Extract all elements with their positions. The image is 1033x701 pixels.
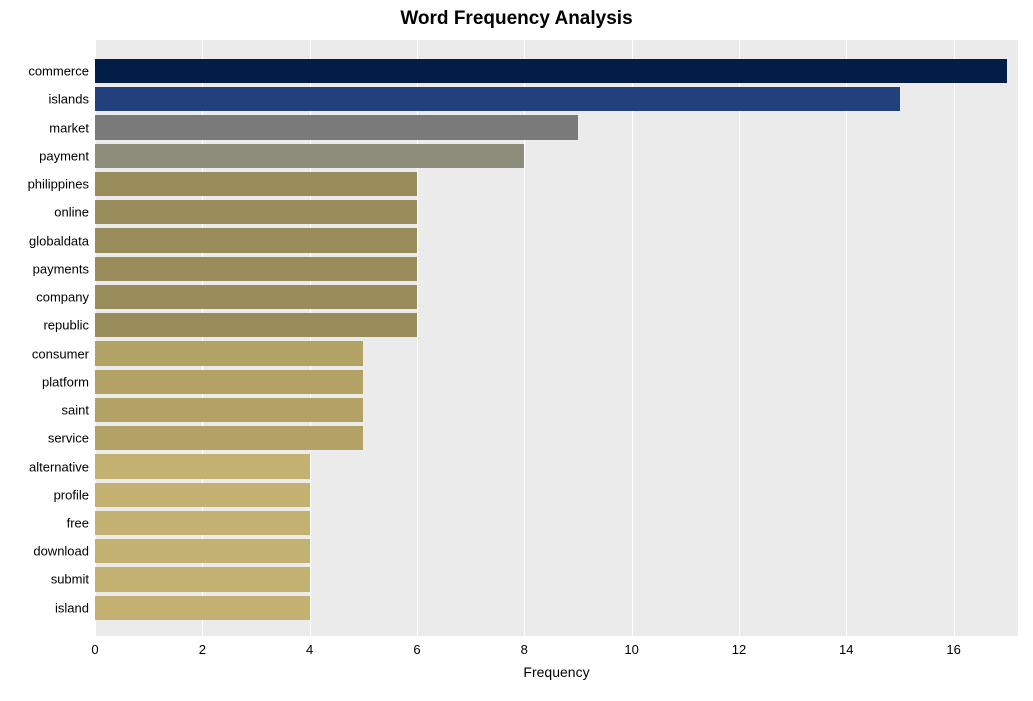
y-tick-label: service [48, 431, 95, 446]
bar [95, 511, 310, 535]
bar [95, 596, 310, 620]
x-tick-label: 12 [732, 636, 746, 657]
bar [95, 172, 417, 196]
y-tick-label: philippines [28, 177, 95, 192]
bar-row: profile [95, 481, 1018, 509]
bar-row: islands [95, 85, 1018, 113]
y-tick-label: download [33, 544, 95, 559]
chart-container: Word Frequency Analysis Frequency 0 2 4 6 8 1… [0, 0, 1033, 701]
bar-row: commerce [95, 57, 1018, 85]
x-tick-label: 0 [91, 636, 98, 657]
bar-row: island [95, 594, 1018, 622]
y-tick-label: market [49, 120, 95, 135]
y-tick-label: free [67, 516, 95, 531]
bar [95, 200, 417, 224]
bar [95, 370, 363, 394]
x-tick-label: 10 [624, 636, 638, 657]
bar-row: company [95, 283, 1018, 311]
y-tick-label: globaldata [29, 233, 95, 248]
bar [95, 539, 310, 563]
bar [95, 454, 310, 478]
bar [95, 115, 578, 139]
y-tick-label: online [54, 205, 95, 220]
bar-row: saint [95, 396, 1018, 424]
y-tick-label: company [36, 290, 95, 305]
bar [95, 341, 363, 365]
y-tick-label: profile [54, 487, 95, 502]
y-tick-label: island [55, 600, 95, 615]
bar [95, 313, 417, 337]
y-tick-label: payment [39, 148, 95, 163]
y-tick-label: payments [33, 261, 95, 276]
bar [95, 398, 363, 422]
bar [95, 426, 363, 450]
y-tick-label: commerce [28, 64, 95, 79]
y-tick-label: alternative [29, 459, 95, 474]
x-tick-label: 16 [946, 636, 960, 657]
bar [95, 228, 417, 252]
bar-row: payment [95, 142, 1018, 170]
bar-row: philippines [95, 170, 1018, 198]
x-tick-label: 8 [521, 636, 528, 657]
x-tick-label: 2 [199, 636, 206, 657]
bar-row: consumer [95, 339, 1018, 367]
y-tick-label: platform [42, 374, 95, 389]
y-tick-label: islands [49, 92, 95, 107]
bar [95, 59, 1007, 83]
bar [95, 483, 310, 507]
bar-row: market [95, 113, 1018, 141]
bar-row: platform [95, 368, 1018, 396]
y-tick-label: submit [51, 572, 95, 587]
y-tick-label: republic [43, 318, 95, 333]
bar [95, 285, 417, 309]
plot-area: Frequency 0246810121416commerceislandsma… [95, 40, 1018, 636]
bar [95, 567, 310, 591]
bar-row: online [95, 198, 1018, 226]
x-tick-label: 4 [306, 636, 313, 657]
chart-title: Word Frequency Analysis [0, 8, 1033, 30]
bar-row: service [95, 424, 1018, 452]
bar-row: payments [95, 255, 1018, 283]
x-tick-label: 6 [413, 636, 420, 657]
y-tick-label: saint [62, 403, 95, 418]
bar-row: republic [95, 311, 1018, 339]
bar-row: globaldata [95, 226, 1018, 254]
x-axis-label: Frequency [95, 664, 1018, 680]
bar-row: free [95, 509, 1018, 537]
x-tick-label: 14 [839, 636, 853, 657]
bar [95, 257, 417, 281]
bar [95, 144, 524, 168]
bar-row: download [95, 537, 1018, 565]
bar-row: submit [95, 565, 1018, 593]
bar [95, 87, 900, 111]
y-tick-label: consumer [32, 346, 95, 361]
bar-row: alternative [95, 452, 1018, 480]
